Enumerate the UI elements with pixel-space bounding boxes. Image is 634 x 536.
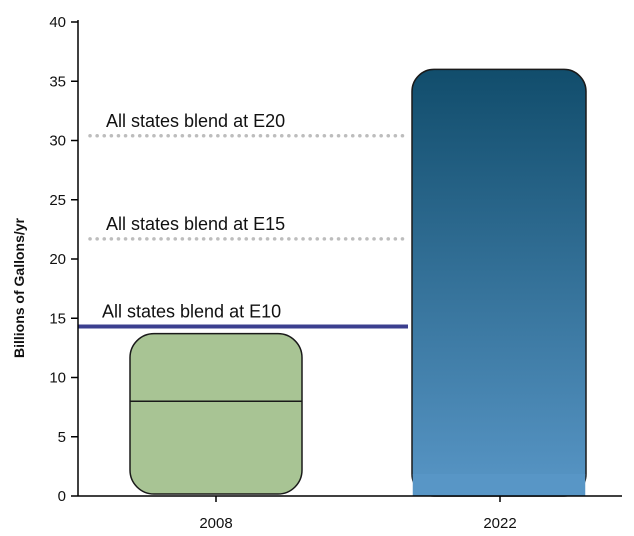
y-tick-label: 25	[49, 192, 66, 209]
y-tick-label: 35	[49, 73, 66, 90]
y-tick-label: 15	[49, 310, 66, 327]
y-axis: 0 5 10 15 20 25 30 35 40	[49, 14, 79, 505]
y-tick-label: 40	[49, 14, 66, 31]
y-axis-label: Billions of Gallons/yr	[11, 217, 27, 358]
reference-line-label: All states blend at E15	[106, 214, 285, 234]
reference-line-label: All states blend at E10	[102, 302, 281, 322]
y-tick-label: 0	[58, 488, 66, 505]
reference-line-label: All states blend at E20	[106, 111, 285, 131]
x-tick-label: 2008	[199, 515, 232, 532]
y-tick-label: 10	[49, 370, 66, 387]
bar-2022	[411, 68, 587, 497]
x-tick-label: 2022	[483, 515, 516, 532]
bar-2022-base	[412, 474, 586, 496]
y-tick-label: 30	[49, 133, 66, 150]
bars	[129, 68, 587, 497]
reference-lines: All states blend at E10 All states blend …	[78, 111, 410, 329]
bar-2008	[129, 332, 303, 495]
x-axis: 2008 2022	[78, 495, 622, 532]
y-tick-label: 5	[58, 429, 66, 446]
y-tick-label: 20	[49, 251, 66, 268]
